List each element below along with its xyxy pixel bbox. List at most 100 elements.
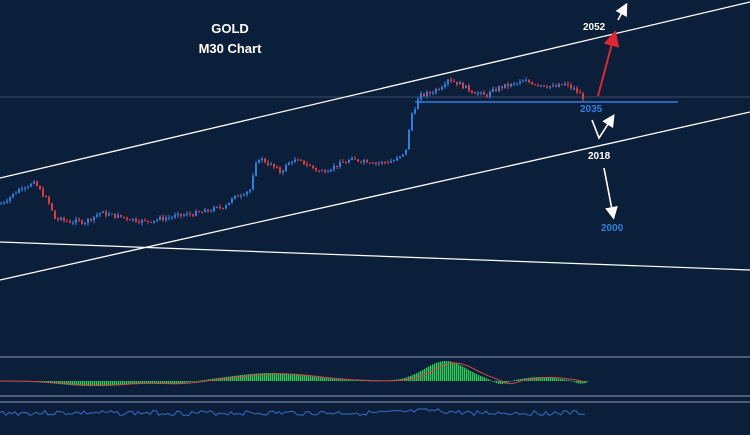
candle-body [537, 84, 539, 86]
histogram-bar [548, 377, 550, 381]
candle-body [438, 89, 440, 91]
candle-body [411, 113, 413, 130]
candle-body [522, 81, 524, 83]
histogram-bar [492, 381, 494, 382]
histogram-bar [300, 375, 302, 381]
histogram-bar [284, 373, 286, 381]
candle-body [0, 203, 2, 205]
histogram-bar [190, 381, 192, 382]
histogram-bar [358, 380, 360, 381]
histogram-bar [368, 380, 370, 382]
histogram-bar [152, 381, 154, 384]
candle-body [333, 165, 335, 170]
candle-body [315, 168, 317, 171]
histogram-bar [88, 381, 90, 386]
candle-body [294, 159, 296, 162]
candle-body [390, 161, 392, 163]
histogram-bar [456, 363, 458, 381]
histogram-bar [428, 366, 430, 381]
histogram-bar [114, 381, 116, 385]
candle-body [147, 220, 149, 222]
histogram-bar [582, 381, 584, 384]
candle-body [102, 211, 104, 213]
histogram-bar [308, 376, 310, 381]
histogram-bar [208, 379, 210, 381]
histogram-bar [184, 381, 186, 383]
histogram-bar [510, 381, 512, 382]
histogram-bar [110, 381, 112, 386]
candle-body [186, 213, 188, 215]
histogram-bar [116, 381, 118, 385]
histogram-bar [502, 381, 504, 384]
histogram-bar [270, 373, 272, 381]
candle-body [156, 219, 158, 221]
candle-body [582, 93, 584, 99]
candle-body [405, 149, 407, 155]
candle-body [132, 218, 134, 221]
histogram-bar [286, 373, 288, 381]
candle-body [321, 170, 323, 172]
histogram-bar [84, 381, 86, 386]
candle-body [174, 215, 176, 218]
histogram-bar [302, 375, 304, 381]
candle-body [450, 79, 452, 82]
histogram-bar [204, 379, 206, 381]
candle-body [558, 84, 560, 87]
candle-body [216, 206, 218, 208]
histogram-bar [78, 381, 80, 386]
level-label-2000: 2000 [601, 223, 624, 234]
histogram-bar [150, 381, 152, 384]
histogram-bar [118, 381, 120, 385]
histogram-bar [274, 373, 276, 381]
histogram-bar [584, 381, 586, 384]
histogram-bar [550, 377, 552, 381]
candle-body [129, 219, 131, 221]
histogram-bar [338, 379, 340, 381]
candle-body [249, 189, 251, 192]
histogram-bar [142, 381, 144, 384]
histogram-bar [474, 373, 476, 381]
histogram-bar [432, 364, 434, 381]
histogram-bar [462, 366, 464, 381]
histogram-bar [558, 378, 560, 381]
candle-body [48, 196, 50, 204]
candle-body [9, 197, 11, 201]
level-label-2035: 2035 [580, 104, 603, 115]
candle-body [78, 219, 80, 221]
histogram-bar [448, 361, 450, 381]
histogram-bar [516, 379, 518, 381]
candle-body [84, 222, 86, 224]
histogram-bar [158, 381, 160, 384]
histogram-bar [486, 378, 488, 381]
histogram-bar [508, 381, 510, 383]
histogram-bar [552, 377, 554, 381]
histogram-bar [160, 381, 162, 384]
histogram-bar [104, 381, 106, 386]
candle-body [486, 94, 488, 97]
histogram-bar [426, 367, 428, 381]
histogram-bar [570, 380, 572, 382]
histogram-bar [266, 373, 268, 381]
histogram-bar [278, 373, 280, 381]
histogram-bar [534, 377, 536, 381]
candle-body [366, 160, 368, 163]
candle-body [351, 158, 353, 161]
histogram-bar [92, 381, 94, 386]
histogram-bar [296, 374, 298, 381]
histogram-bar [438, 362, 440, 381]
candle-body [360, 161, 362, 163]
histogram-bar [544, 377, 546, 381]
candle-body [504, 84, 506, 88]
histogram-bar [330, 378, 332, 381]
histogram-bar [166, 381, 168, 385]
histogram-bar [554, 378, 556, 381]
histogram-bar [112, 381, 114, 386]
candle-body [51, 203, 53, 211]
candle-body [33, 181, 35, 184]
histogram-bar [472, 372, 474, 381]
histogram-bar [518, 379, 520, 381]
histogram-bar [430, 365, 432, 381]
histogram-bar [312, 376, 314, 381]
histogram-bar [556, 378, 558, 381]
